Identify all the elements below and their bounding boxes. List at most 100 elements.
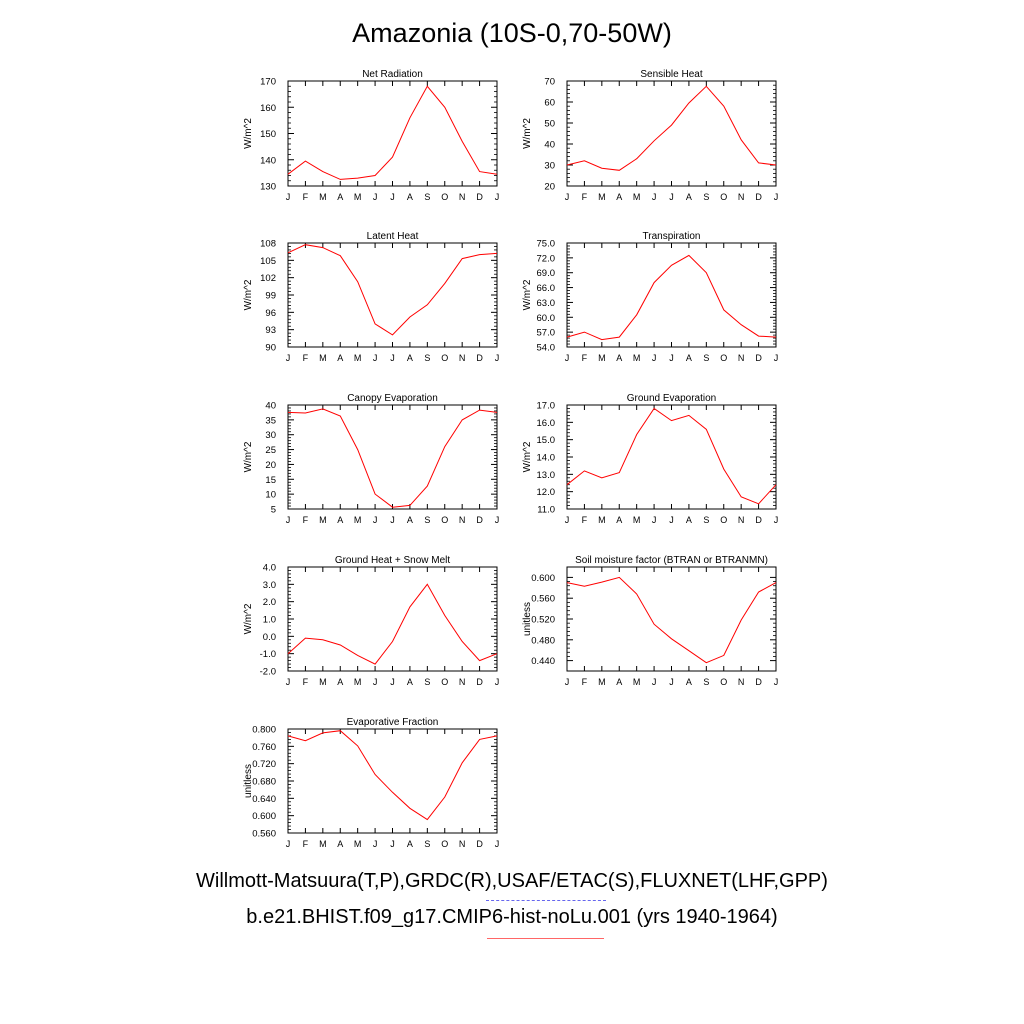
x-tick-label: M	[319, 515, 327, 525]
x-tick-label: O	[720, 677, 727, 687]
y-tick-label: 0.440	[531, 656, 555, 667]
y-tick-label: 57.0	[537, 328, 556, 339]
x-tick-label: J	[495, 515, 500, 525]
x-tick-label: N	[459, 353, 466, 363]
x-tick-label: A	[686, 515, 692, 525]
x-tick-label: M	[354, 515, 362, 525]
x-tick-label: J	[495, 839, 500, 849]
y-tick-label: 140	[260, 155, 276, 166]
x-tick-label: S	[424, 515, 430, 525]
y-axis-label: unitless	[243, 764, 254, 798]
x-tick-label: N	[738, 353, 745, 363]
y-tick-label: 0.600	[252, 811, 276, 822]
x-tick-label: O	[720, 192, 727, 202]
x-tick-label: M	[598, 192, 606, 202]
x-tick-label: J	[390, 192, 395, 202]
x-tick-label: J	[495, 353, 500, 363]
x-tick-label: M	[319, 677, 327, 687]
y-tick-label: 105	[260, 256, 276, 267]
x-tick-label: M	[354, 192, 362, 202]
y-tick-label: 0.680	[252, 777, 276, 788]
x-tick-label: M	[633, 677, 641, 687]
x-tick-label: J	[286, 353, 291, 363]
x-tick-label: D	[476, 353, 483, 363]
x-tick-label: A	[337, 353, 343, 363]
x-tick-label: J	[669, 192, 674, 202]
plot-frame	[287, 242, 498, 348]
y-axis-label: W/m^2	[522, 279, 533, 310]
x-tick-label: J	[774, 515, 779, 525]
y-tick-label: 93	[265, 325, 276, 336]
x-tick-label: J	[390, 677, 395, 687]
x-tick-label: N	[738, 677, 745, 687]
model-series-line	[566, 254, 777, 341]
x-tick-label: S	[703, 353, 709, 363]
x-tick-label: J	[774, 353, 779, 363]
y-tick-label: 5	[271, 505, 276, 516]
x-tick-label: J	[669, 515, 674, 525]
y-tick-label: 14.0	[537, 453, 556, 464]
x-tick-label: A	[407, 677, 413, 687]
model-series-line	[287, 244, 498, 336]
y-tick-label: 2.0	[263, 597, 276, 608]
y-tick-label: 75.0	[537, 239, 556, 250]
y-tick-label: 3.0	[263, 580, 276, 591]
x-tick-label: S	[424, 839, 430, 849]
x-tick-label: D	[755, 192, 762, 202]
y-tick-label: 0.760	[252, 742, 276, 753]
y-tick-label: 0.520	[531, 615, 555, 626]
plot-frame	[287, 728, 498, 834]
x-tick-label: O	[720, 515, 727, 525]
y-tick-label: 10	[265, 490, 276, 501]
x-tick-label: J	[652, 192, 657, 202]
x-tick-label: A	[407, 353, 413, 363]
chart-panel-8: Soil moisture factor (BTRAN or BTRANMN) u…	[522, 555, 778, 687]
model-series-line	[566, 407, 777, 505]
x-tick-label: F	[303, 677, 309, 687]
x-tick-label: J	[373, 192, 378, 202]
x-tick-label: J	[373, 677, 378, 687]
x-tick-label: J	[390, 515, 395, 525]
x-tick-label: J	[373, 353, 378, 363]
y-tick-label: 17.0	[537, 401, 556, 412]
y-axis-label: W/m^2	[522, 118, 533, 149]
plot-frame	[566, 80, 777, 187]
x-tick-label: A	[686, 353, 692, 363]
panel-title: Transpiration	[643, 231, 701, 242]
x-tick-label: F	[582, 677, 588, 687]
x-tick-label: A	[616, 353, 622, 363]
x-tick-label: A	[337, 515, 343, 525]
x-tick-label: O	[441, 839, 448, 849]
x-tick-label: N	[459, 839, 466, 849]
legend-obs-line	[486, 900, 606, 901]
x-tick-label: F	[303, 353, 309, 363]
x-tick-label: J	[390, 353, 395, 363]
y-axis-label: W/m^2	[522, 441, 533, 472]
y-tick-label: 16.0	[537, 418, 556, 429]
model-series-line	[287, 730, 498, 821]
plot-frame	[287, 404, 498, 510]
x-tick-label: M	[598, 353, 606, 363]
x-tick-label: S	[424, 353, 430, 363]
x-tick-label: J	[652, 515, 657, 525]
x-tick-label: M	[354, 677, 362, 687]
x-tick-label: F	[303, 192, 309, 202]
x-tick-label: J	[652, 677, 657, 687]
y-tick-label: 102	[260, 273, 276, 284]
x-tick-label: N	[459, 192, 466, 202]
x-tick-label: S	[424, 192, 430, 202]
x-tick-label: D	[755, 515, 762, 525]
x-tick-label: A	[337, 192, 343, 202]
y-tick-label: 0.600	[531, 573, 555, 584]
y-tick-label: 1.0	[263, 615, 276, 626]
x-tick-label: A	[407, 192, 413, 202]
y-tick-label: -1.0	[260, 649, 276, 660]
panel-title: Ground Evaporation	[627, 393, 717, 404]
y-tick-label: 0.800	[252, 725, 276, 736]
y-tick-label: 13.0	[537, 470, 556, 481]
legend-obs-label: Willmott-Matsuura(T,P),GRDC(R),USAF/ETAC…	[196, 870, 828, 892]
